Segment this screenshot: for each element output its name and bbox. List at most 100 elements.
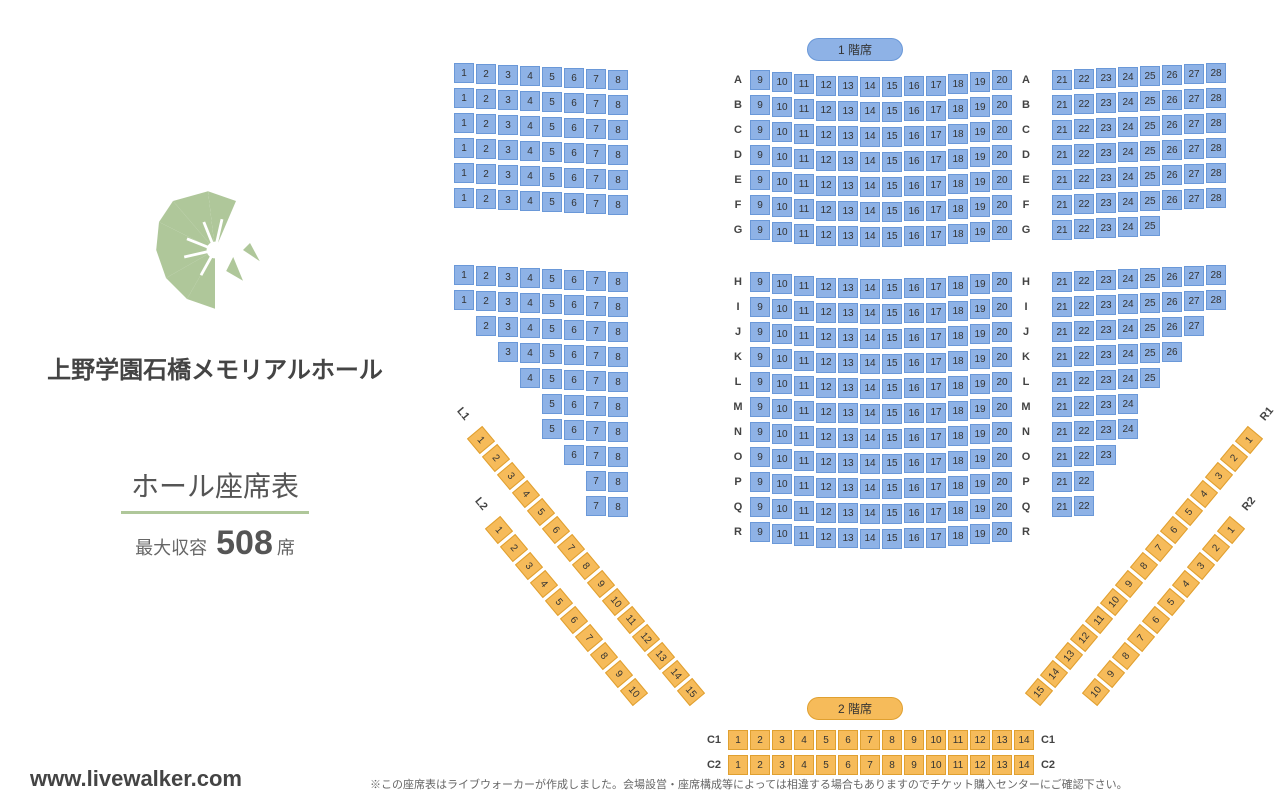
seat: 12 xyxy=(816,503,836,523)
seat: 7 xyxy=(860,730,880,750)
seat: 19 xyxy=(970,399,990,419)
seat: 18 xyxy=(948,301,968,321)
seat: 24 xyxy=(1118,294,1138,314)
seat: 2 xyxy=(476,139,496,159)
seat: 9 xyxy=(750,522,770,542)
info-panel: 上野学園石橋メモリアルホール ホール座席表 最大収容 508席 xyxy=(0,0,430,812)
seat: 17 xyxy=(926,378,946,398)
row-label: N xyxy=(1016,426,1036,438)
row-label: H xyxy=(1016,276,1036,288)
seat: 16 xyxy=(904,201,924,221)
seat: 6 xyxy=(838,755,858,775)
seat: 4 xyxy=(520,343,540,363)
seat: 10 xyxy=(772,222,792,242)
seat: 14 xyxy=(860,227,880,247)
seat: 25 xyxy=(1140,191,1160,211)
seat: 1 xyxy=(454,290,474,310)
seat: 20 xyxy=(992,497,1012,517)
seat: 9 xyxy=(750,297,770,317)
seat: 19 xyxy=(970,222,990,242)
seat: 22 xyxy=(1074,296,1094,316)
seat: 6 xyxy=(564,143,584,163)
seat: 10 xyxy=(772,474,792,494)
seat: 10 xyxy=(772,72,792,92)
seat: 9 xyxy=(750,447,770,467)
seat: 16 xyxy=(904,328,924,348)
capacity-line: 最大収容 508席 xyxy=(135,524,295,563)
seat: 7 xyxy=(586,446,606,466)
seat: 16 xyxy=(904,151,924,171)
seat: 12 xyxy=(816,76,836,96)
seat: 5 xyxy=(542,192,562,212)
seat: 7 xyxy=(586,119,606,139)
seat: 1 xyxy=(454,63,474,83)
seat: 20 xyxy=(992,70,1012,90)
seat: 12 xyxy=(816,328,836,348)
seat: 15 xyxy=(882,177,902,197)
seat: 10 xyxy=(772,122,792,142)
seat: 28 xyxy=(1206,188,1226,208)
seat: 16 xyxy=(904,278,924,298)
seat: 7 xyxy=(586,169,606,189)
seat: 4 xyxy=(520,66,540,86)
seat: 11 xyxy=(794,74,814,94)
seat: 16 xyxy=(904,303,924,323)
seat: 28 xyxy=(1206,88,1226,108)
seat: 14 xyxy=(860,529,880,549)
seat: 18 xyxy=(948,426,968,446)
seat: 24 xyxy=(1118,419,1138,439)
seat: 20 xyxy=(992,397,1012,417)
seat: 18 xyxy=(948,326,968,346)
seat: 7 xyxy=(586,194,606,214)
seat: 24 xyxy=(1118,117,1138,137)
seat: 15 xyxy=(882,479,902,499)
seat: 11 xyxy=(794,149,814,169)
seat: 14 xyxy=(860,479,880,499)
seat: 3 xyxy=(772,730,792,750)
seat: 19 xyxy=(970,499,990,519)
seat: 17 xyxy=(926,176,946,196)
seat: 10 xyxy=(772,399,792,419)
seat: 23 xyxy=(1096,320,1116,340)
seat: 19 xyxy=(970,274,990,294)
seat: 11 xyxy=(794,99,814,119)
seat: 13 xyxy=(838,378,858,398)
seat: 20 xyxy=(992,522,1012,542)
seat: 21 xyxy=(1052,195,1072,215)
seat: 1 xyxy=(454,163,474,183)
seat: 11 xyxy=(794,376,814,396)
seat: 4 xyxy=(794,730,814,750)
seat: 21 xyxy=(1052,70,1072,90)
seat: 11 xyxy=(794,476,814,496)
row-label: A xyxy=(1016,74,1036,86)
seat: 7 xyxy=(860,755,880,775)
seat: 20 xyxy=(992,372,1012,392)
seat: 8 xyxy=(608,347,628,367)
seat: 11 xyxy=(794,401,814,421)
row-label: E xyxy=(1016,174,1036,186)
seat: 15 xyxy=(882,127,902,147)
seat: 1 xyxy=(454,88,474,108)
seat: 6 xyxy=(564,420,584,440)
seat: 13 xyxy=(838,101,858,121)
seat: 15 xyxy=(882,529,902,549)
seat: 13 xyxy=(992,755,1012,775)
seat: 24 xyxy=(1118,167,1138,187)
row-label: C2 xyxy=(704,759,724,771)
seat: 14 xyxy=(860,329,880,349)
seat: 15 xyxy=(882,279,902,299)
seat: 14 xyxy=(860,429,880,449)
venue-name: 上野学園石橋メモリアルホール xyxy=(47,350,383,385)
seat: 8 xyxy=(608,272,628,292)
seat: 22 xyxy=(1074,271,1094,291)
seat: 2 xyxy=(476,89,496,109)
seat: 10 xyxy=(772,449,792,469)
seat: 7 xyxy=(586,421,606,441)
seat: 18 xyxy=(948,149,968,169)
seat: 21 xyxy=(1052,447,1072,467)
row-label: R2 xyxy=(1238,492,1260,515)
seat: 13 xyxy=(838,353,858,373)
seat: 20 xyxy=(992,347,1012,367)
seat: 22 xyxy=(1074,471,1094,491)
seat: 9 xyxy=(750,497,770,517)
